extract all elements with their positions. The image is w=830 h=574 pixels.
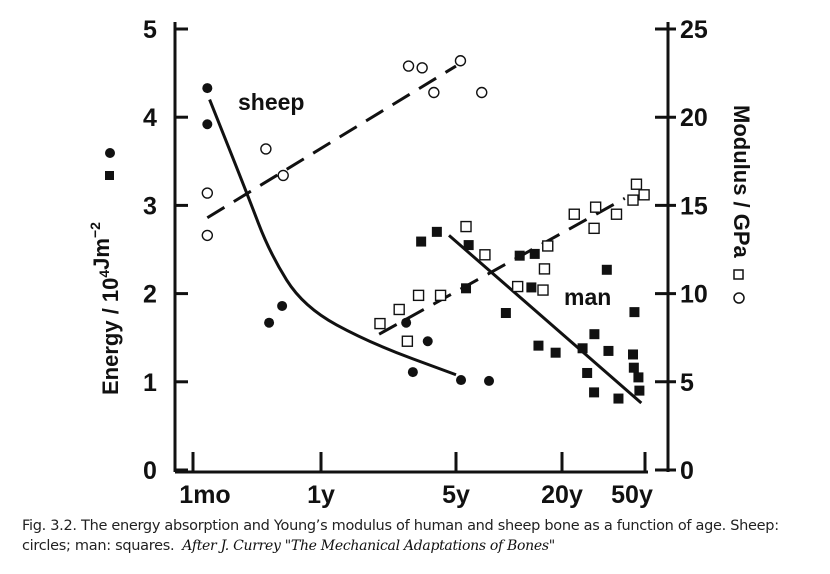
caption: Fig. 3.2. The energy absorption and Youn… <box>22 516 830 556</box>
right-tick-label: 25 <box>680 16 708 44</box>
sheep-modulus-point <box>402 60 415 72</box>
man-modulus-point <box>568 208 580 220</box>
chart: 0 1 2 3 4 5 0 5 10 15 20 25 1mo 1y 5y 20y 50y Energy / 10… <box>87 16 754 509</box>
man-modulus-point <box>460 220 472 233</box>
man-energy-point <box>529 248 540 259</box>
man-modulus-point <box>401 335 414 347</box>
man-energy-point <box>628 349 639 360</box>
sheep-energy-fit <box>208 99 457 377</box>
man-energy-point <box>589 329 600 340</box>
legend-open-square <box>733 269 744 280</box>
right-tick-label: 20 <box>680 104 708 132</box>
x-tick-label: 1mo <box>179 481 230 509</box>
legend-filled-circle <box>105 148 115 158</box>
sheep-energy-point <box>264 317 275 328</box>
left-tick-label: 0 <box>143 457 157 485</box>
x-tick-label: 5y <box>442 481 470 509</box>
man-energy-point <box>613 393 624 404</box>
man-energy-point <box>582 367 593 378</box>
x-tick-label: 1y <box>307 481 335 509</box>
sheep-energy-point <box>277 300 288 311</box>
man-energy-point <box>628 362 639 373</box>
x-tick-label: 20y <box>541 481 583 509</box>
caption-text: Fig. 3.2. The energy absorption and Youn… <box>22 518 779 554</box>
legend-filled-square <box>105 171 114 180</box>
man-energy-point <box>589 387 600 398</box>
man-modulus-point <box>542 240 554 252</box>
man-energy-point <box>601 264 612 275</box>
man-energy-point <box>416 236 427 247</box>
right-tick-label: 0 <box>680 457 694 485</box>
annotation-sheep: sheep <box>238 89 304 115</box>
man-modulus-point <box>511 280 524 293</box>
man-energy-fit <box>448 234 643 405</box>
man-energy-point <box>431 226 442 237</box>
left-tick-label: 3 <box>143 192 157 220</box>
sheep-energy-point <box>456 375 467 386</box>
right-tick-label: 15 <box>680 192 708 220</box>
right-tick-label: 10 <box>680 281 708 309</box>
right-axis-label: Modulus / GPa <box>729 105 754 259</box>
left-tick-label: 1 <box>143 369 157 397</box>
man-modulus-point <box>479 249 491 261</box>
sheep-modulus-point <box>416 62 428 74</box>
sheep-energy-point <box>202 119 213 130</box>
sheep-energy-point <box>401 317 412 328</box>
left-tick-label: 5 <box>143 16 157 44</box>
man-energy-point <box>461 283 472 294</box>
man-energy-point <box>514 250 525 261</box>
sheep-modulus-point <box>454 55 467 67</box>
x-tick-label: 50y <box>611 481 653 509</box>
man-modulus-point <box>538 263 551 275</box>
handwritten-note: After J. Currey "The Mechanical Adaptati… <box>182 538 555 554</box>
man-energy-point <box>550 347 561 358</box>
man-energy-point <box>533 340 544 351</box>
man-modulus-point <box>589 201 602 213</box>
sheep-modulus-point <box>476 86 488 99</box>
sheep-energy-point <box>484 375 495 386</box>
left-tick-label: 4 <box>143 104 157 132</box>
left-axis-label: Energy / 104Jm−2 <box>87 222 123 395</box>
man-modulus-point <box>588 222 600 235</box>
sheep-energy-point <box>422 336 433 347</box>
man-energy-point <box>500 308 511 319</box>
sheep-modulus-point <box>201 187 214 199</box>
man-energy-point <box>577 343 588 354</box>
sheep-modulus-point <box>277 169 289 182</box>
man-modulus-point <box>393 303 405 316</box>
sheep-energy-point <box>407 367 418 378</box>
sheep-modulus-point <box>201 229 214 242</box>
man-energy-point <box>603 345 614 356</box>
sheep-energy-point <box>202 83 213 94</box>
sheep-modulus-fit <box>206 64 457 220</box>
man-modulus-point <box>638 189 650 201</box>
man-energy-point <box>634 385 645 396</box>
man-energy-point <box>633 372 644 383</box>
man-modulus-point <box>630 178 643 190</box>
man-modulus-point <box>610 208 623 220</box>
man-modulus-point <box>412 289 425 302</box>
man-modulus-point <box>537 284 549 296</box>
sheep-modulus-point <box>260 143 272 155</box>
annotation-man: man <box>564 284 611 310</box>
man-energy-point <box>463 240 474 251</box>
man-modulus-point <box>374 317 386 330</box>
man-energy-point <box>629 307 640 318</box>
right-tick-label: 5 <box>680 369 694 397</box>
man-modulus-fit <box>378 197 626 336</box>
man-modulus-point <box>434 289 447 302</box>
legend-open-circle <box>733 292 745 304</box>
man-energy-point <box>526 282 537 293</box>
left-tick-label: 2 <box>143 281 157 309</box>
sheep-modulus-point <box>428 86 440 99</box>
man-modulus-point <box>627 194 639 206</box>
